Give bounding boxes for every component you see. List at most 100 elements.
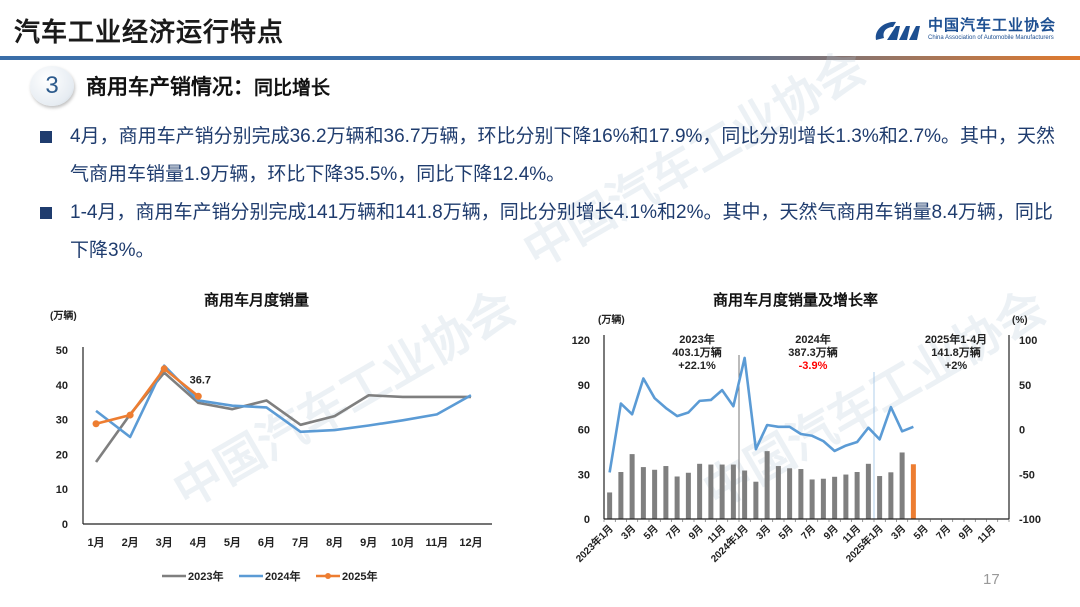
x-tick-label: 5月 [911, 523, 930, 542]
section-title-main: 商用车产销情况： [86, 76, 254, 99]
bar [719, 464, 725, 519]
bar [685, 472, 691, 519]
year-summary-annotation: 403.1万辆 [672, 345, 722, 359]
section-title: 商用车产销情况：同比增长 [86, 71, 330, 101]
page-number: 17 [983, 571, 1000, 588]
bar [674, 476, 680, 519]
bar [753, 481, 759, 519]
x-tick-label: 7月 [934, 523, 953, 542]
bar [787, 468, 793, 519]
page-title: 汽车工业经济运行特点 [14, 17, 285, 47]
bar [607, 492, 613, 519]
y-tick-label: 40 [56, 380, 68, 392]
bar [865, 463, 871, 519]
x-tick-label: 11月 [426, 536, 449, 549]
y2-tick-label: -100 [1019, 514, 1041, 526]
slide-header: 汽车工业经济运行特点 中国汽车工业协会 China Association of… [0, 0, 1080, 60]
bar [652, 469, 658, 519]
bar [798, 469, 804, 519]
bar [708, 464, 714, 519]
monthly-sales-line-chart: (万辆) 0 10 20 30 40 50 1月 2月 3月 4月 5月 6月 7月 8月 9月 10月 11月 1… [50, 309, 492, 583]
y2-tick-label: 100 [1019, 335, 1037, 347]
x-tick-label: 9月 [686, 523, 705, 542]
bullet-list: 4月，商用车产销分别完成36.2万辆和36.7万辆，环比分别下降16%和17.9… [40, 118, 1060, 270]
growth-rate-line [608, 356, 914, 473]
y-tick-label: 120 [572, 335, 590, 347]
x-tick-label: 9月 [360, 536, 377, 549]
year-summary-annotation: 141.8万辆 [931, 345, 981, 359]
x-tick-label: 3月 [889, 523, 908, 542]
year-summary-annotation: 387.3万辆 [788, 345, 838, 359]
left-chart-title: 商用车月度销量 [204, 292, 310, 309]
year-summary-annotation: 2025年1-4月 [925, 332, 987, 346]
bullet-item: 1-4月，商用车产销分别完成141万辆和141.8万辆，同比分别增长4.1%和2… [40, 194, 1060, 270]
bar [843, 474, 849, 519]
logo-en-text: China Association of Automobile Manufact… [928, 35, 1054, 41]
y-tick-label: 60 [578, 425, 590, 437]
cam-logo-icon [875, 21, 920, 40]
year-summary-annotation: +22.1% [678, 360, 716, 372]
y-tick-label: 30 [56, 415, 68, 427]
bar [764, 451, 770, 519]
year-summary-annotation: 2024年 [795, 332, 830, 346]
y-tick-label: 10 [56, 484, 68, 496]
cam-logo: 中国汽车工业协会 China Association of Automobile… [872, 16, 1056, 44]
year-summary-annotation: +2% [945, 360, 968, 372]
header-divider [0, 56, 1080, 60]
bar [640, 467, 646, 519]
x-tick-label: 3月 [754, 523, 773, 542]
legend-label: 2025年 [342, 569, 377, 583]
x-tick-label: 7月 [664, 523, 683, 542]
x-tick-label: 4月 [190, 536, 207, 549]
y-axis-unit-label: (万辆) [598, 313, 625, 326]
legend-label: 2023年 [188, 569, 223, 583]
x-tick-label: 1月 [87, 536, 104, 549]
bullet-text: 4月，商用车产销分别完成36.2万辆和36.7万辆，环比分别下降16%和17.9… [70, 126, 1056, 185]
bar [820, 478, 826, 519]
x-tick-label: 11月 [975, 523, 998, 546]
y-tick-label: 30 [578, 469, 590, 481]
x-tick-label: 2023年1月 [573, 522, 616, 565]
bullet-text: 1-4月，商用车产销分别完成141万辆和141.8万辆，同比分别增长4.1%和2… [70, 202, 1053, 261]
legend-label: 2024年 [265, 569, 300, 583]
bar [663, 466, 669, 519]
bar [775, 466, 781, 519]
x-tick-label: 9月 [821, 523, 840, 542]
bullet-item: 4月，商用车产销分别完成36.2万辆和36.7万辆，环比分别下降16%和17.9… [40, 118, 1060, 194]
x-tick-label: 2月 [122, 536, 139, 549]
x-tick-label: 9月 [956, 523, 975, 542]
y-tick-label: 90 [578, 380, 590, 392]
square-bullet-icon [40, 131, 52, 143]
bar [697, 463, 703, 519]
y-tick-label: 0 [584, 514, 590, 526]
y2-tick-label: 0 [1019, 425, 1025, 437]
right-chart-title: 商用车月度销量及增长率 [713, 292, 879, 309]
data-point-marker [160, 365, 168, 373]
bar [618, 472, 624, 519]
section-heading: 3 商用车产销情况：同比增长 [30, 66, 330, 106]
x-tick-label: 8月 [326, 536, 343, 549]
x-tick-label: 5月 [776, 523, 795, 542]
y-tick-label: 20 [56, 449, 68, 461]
x-tick-label: 3月 [156, 536, 173, 549]
bar [899, 452, 905, 519]
x-tick-label: 6月 [258, 536, 275, 549]
section-subtitle: 同比增长 [254, 78, 331, 99]
data-point-marker [194, 392, 202, 400]
bar [854, 472, 860, 519]
logo-cn-text: 中国汽车工业协会 [928, 17, 1057, 34]
y-axis-unit-label: (万辆) [50, 309, 77, 322]
x-tick-label: 12月 [459, 536, 482, 549]
bar [877, 476, 883, 519]
bar [888, 472, 894, 519]
data-point-marker [92, 420, 100, 428]
bar [832, 476, 838, 519]
bar [730, 464, 736, 519]
y2-axis-unit-label: (%) [1012, 315, 1028, 326]
data-point-marker [126, 411, 134, 419]
x-tick-label: 3月 [619, 523, 638, 542]
x-tick-label: 10月 [391, 536, 414, 549]
x-tick-label: 7月 [799, 523, 818, 542]
y2-tick-label: 50 [1019, 380, 1031, 392]
